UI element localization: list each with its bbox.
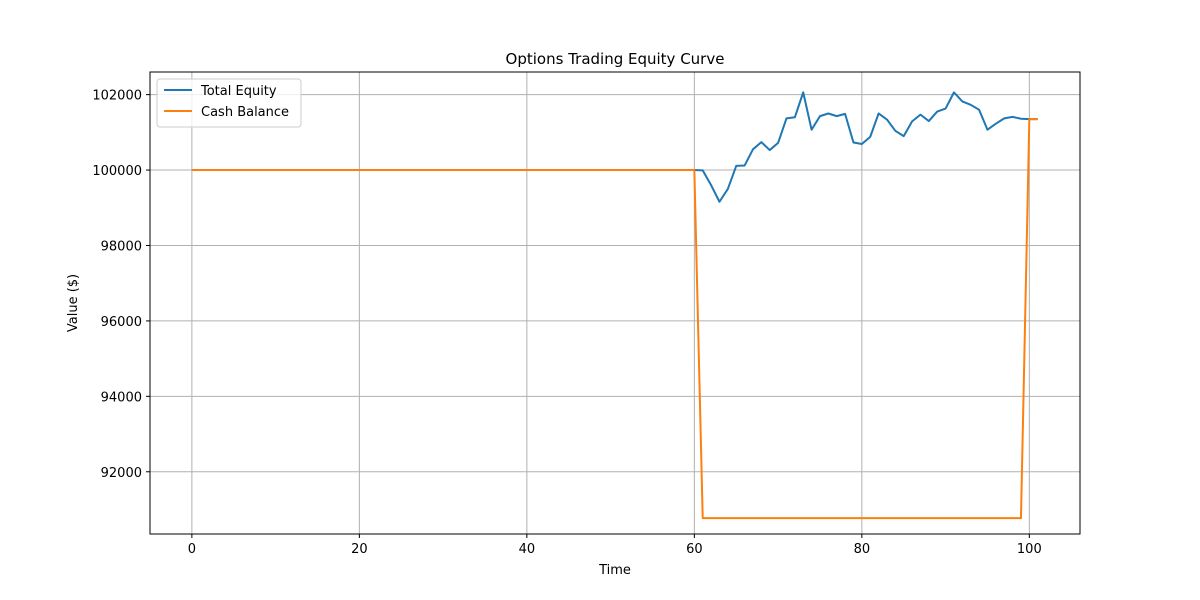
legend-label-total-equity: Total Equity: [200, 84, 277, 99]
series-line-cash-balance: [191, 118, 1038, 520]
y-tick-label: 100000: [92, 164, 142, 179]
legend-box: [156, 78, 302, 128]
series-line-total-equity: [191, 91, 1038, 203]
x-tick-label: 40: [519, 542, 536, 557]
y-tick-label: 94000: [101, 390, 142, 405]
x-tick-label: 80: [854, 542, 871, 557]
x-tick-label: 100: [1017, 542, 1042, 557]
x-tick-label: 60: [686, 542, 703, 557]
y-tick-label: 98000: [101, 239, 142, 254]
legend: Total Equity Cash Balance: [156, 78, 302, 128]
plot-frame: [149, 71, 1081, 535]
y-tick-label: 102000: [92, 89, 142, 104]
y-tick-label: 96000: [101, 315, 142, 330]
chart-title: Options Trading Equity Curve: [506, 50, 725, 68]
x-tick-label: 20: [351, 542, 368, 557]
y-tick-label: 92000: [101, 466, 142, 481]
x-axis: 0 20 40 60 80 100: [188, 534, 1042, 557]
x-axis-label: Time: [598, 563, 631, 578]
series-group: [191, 91, 1038, 520]
x-tick-label: 0: [188, 542, 196, 557]
legend-label-cash-balance: Cash Balance: [201, 105, 289, 120]
y-axis: 92000 94000 96000 98000 100000 102000: [92, 89, 150, 481]
y-axis-label: Value ($): [66, 274, 81, 332]
